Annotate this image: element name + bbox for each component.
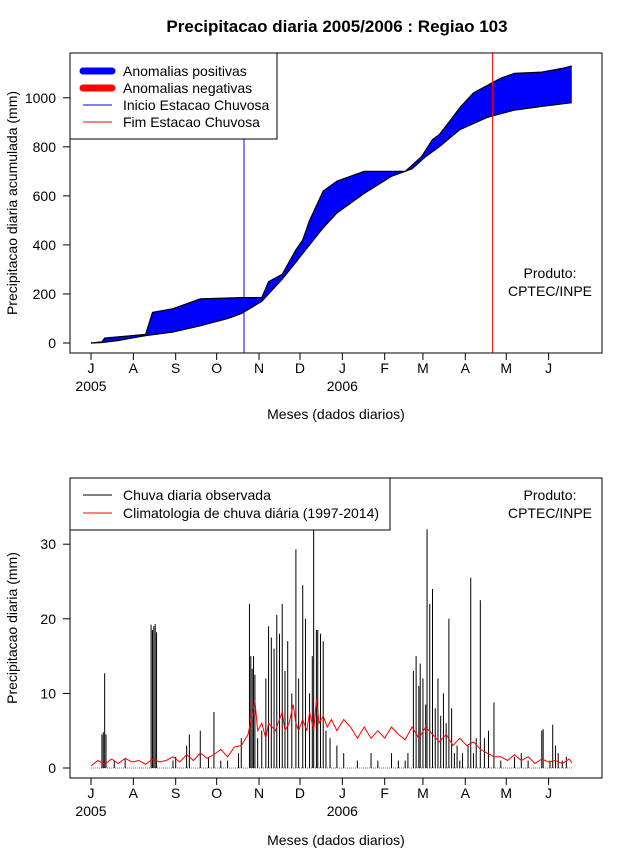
top-month-label: M: [500, 360, 512, 376]
top-credit-line2: CPTEC/INPE: [508, 283, 592, 299]
top-y-tick-label: 0: [48, 335, 56, 351]
observed-cumulative-line: [90, 65, 572, 344]
top-month-label: N: [254, 360, 264, 376]
legend-climatology-label: Climatologia de chuva diária (1997-2014): [123, 505, 379, 521]
top-year-label: 2006: [327, 378, 358, 394]
legend-negative-label: Anomalias negativas: [123, 80, 252, 96]
top-month-label: M: [417, 360, 429, 376]
daily-panel: 0 10 20 30 J A S O N D J F M A M J 2005 2006 Precipitaca…: [4, 477, 603, 848]
top-y-axis-label: Precipitacao diaria acumulada (mm): [4, 91, 20, 315]
bottom-month-label: J: [545, 785, 552, 801]
top-y-tick-label: 1000: [25, 90, 56, 106]
bottom-y-axis-label: Precipitacao diaria (mm): [4, 552, 20, 704]
climatology-cumulative-line: [90, 102, 572, 344]
top-credit-line1: Produto:: [524, 265, 577, 281]
bottom-month-label: A: [461, 785, 471, 801]
top-x-axis-label: Meses (dados diarios): [267, 406, 405, 422]
top-month-label: J: [545, 360, 552, 376]
bottom-month-label: J: [88, 785, 95, 801]
top-year-label: 2005: [75, 378, 106, 394]
top-month-label: O: [211, 360, 222, 376]
top-y-tick-label: 800: [33, 139, 57, 155]
legend-start-label: Inicio Estacao Chuvosa: [123, 97, 270, 113]
top-month-label: J: [339, 360, 346, 376]
bottom-month-label: D: [295, 785, 305, 801]
legend-end-label: Fim Estacao Chuvosa: [123, 114, 260, 130]
top-y-tick-label: 400: [33, 237, 57, 253]
top-month-label: A: [461, 360, 471, 376]
bottom-credit-line2: CPTEC/INPE: [508, 505, 592, 521]
climatology-daily-line: [90, 699, 573, 767]
bottom-y-axis: 0 10 20 30: [40, 536, 71, 776]
top-legend: Anomalias positivas Anomalias negativas …: [69, 52, 278, 140]
top-y-tick-label: 600: [33, 188, 57, 204]
top-month-label: D: [295, 360, 305, 376]
top-month-label: A: [129, 360, 139, 376]
season-lines-layer: [243, 53, 494, 353]
bottom-credit-line1: Produto:: [524, 487, 577, 503]
bottom-y-tick-label: 0: [48, 760, 56, 776]
bottom-month-label: M: [417, 785, 429, 801]
bottom-month-label: S: [171, 785, 180, 801]
bottom-month-label: F: [380, 785, 389, 801]
bottom-y-tick-label: 20: [40, 611, 56, 627]
top-month-label: F: [380, 360, 389, 376]
top-month-label: J: [88, 360, 95, 376]
bottom-y-tick-label: 10: [40, 685, 56, 701]
bottom-legend-box: [69, 477, 391, 531]
climatology-layer: [90, 699, 573, 767]
positive-anomaly-area: [91, 65, 572, 344]
observed-bars-layer: [91, 529, 572, 769]
bottom-y-tick-label: 30: [40, 536, 56, 552]
bottom-month-label: A: [129, 785, 139, 801]
bottom-legend: Chuva diaria observada Climatologia de c…: [69, 477, 391, 531]
chart-title: Precipitacao diaria 2005/2006 : Regiao 1…: [166, 17, 507, 36]
cumulative-panel: 0 200 400 600 800 1000 J A S O N D J F M A M J 2005 2006 P…: [4, 52, 603, 422]
top-legend-box: [69, 52, 278, 140]
bottom-x-axis: J A S O N D J F M A M J 2005 2006: [75, 777, 552, 819]
bottom-month-label: N: [254, 785, 264, 801]
top-y-axis: 0 200 400 600 800 1000: [25, 90, 71, 351]
top-x-axis: J A S O N D J F M A M J 2005 2006: [75, 352, 552, 394]
legend-observed-label: Chuva diaria observada: [123, 487, 271, 503]
bottom-year-label: 2005: [75, 803, 106, 819]
anomaly-fill-layer: [90, 65, 572, 344]
top-month-label: S: [171, 360, 180, 376]
top-y-tick-label: 200: [33, 286, 57, 302]
bottom-month-label: O: [211, 785, 222, 801]
legend-positive-label: Anomalias positivas: [123, 63, 247, 79]
bottom-year-label: 2006: [327, 803, 358, 819]
bottom-month-label: J: [339, 785, 346, 801]
bottom-x-axis-label: Meses (dados diarios): [267, 832, 405, 848]
bottom-month-label: M: [500, 785, 512, 801]
